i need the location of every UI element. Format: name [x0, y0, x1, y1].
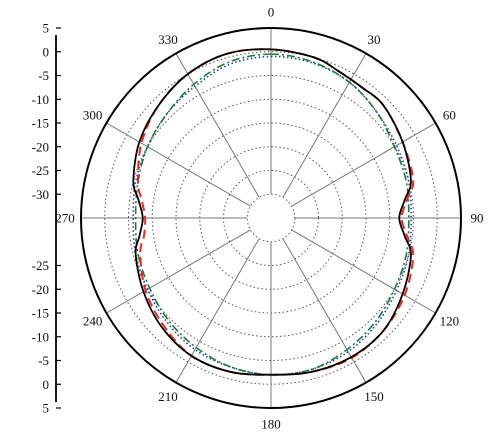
angle-tick-label: 210 [158, 389, 178, 404]
angle-tick-label: 0 [268, 5, 275, 20]
angle-tick-label: 30 [368, 32, 381, 47]
angle-tick-label: 120 [440, 314, 460, 329]
angular-gridline [106, 229, 251, 314]
radial-tick-label: 0 [43, 44, 50, 59]
radial-tick-label: -10 [32, 92, 49, 107]
radial-tick-label: 5 [43, 21, 50, 36]
outer-ring [80, 27, 462, 409]
angle-tick-label: 60 [443, 108, 456, 123]
radial-tick-label: -25 [32, 163, 49, 178]
angle-tick-label: 240 [83, 314, 103, 329]
radial-axis: 5 0 -5 -10 -15 -20 -25 -30 -25 -20 -15 -10 -5 0 5 [32, 21, 61, 416]
polar-frame [80, 27, 462, 409]
radial-tick-label: -15 [32, 306, 49, 321]
radial-tick-label: 0 [43, 377, 50, 392]
angular-gridline [282, 238, 367, 383]
angle-tick-label: 180 [261, 417, 281, 432]
radial-tick-label: -25 [32, 258, 49, 273]
angular-gridline [282, 53, 367, 198]
angle-tick-label: 270 [55, 211, 75, 226]
series-line-solid [132, 48, 412, 376]
angular-gridline [175, 53, 260, 198]
radial-tick-label: -10 [32, 329, 49, 344]
angle-tick-label: 330 [158, 32, 178, 47]
angular-gridline [175, 238, 260, 383]
angle-labels: 0 30 60 90 120 150 180 210 240 270 300 330 [55, 5, 483, 432]
angular-gridline [291, 229, 436, 314]
polar-grid [81, 28, 461, 408]
angular-gridline [106, 122, 251, 207]
radial-gridline [246, 193, 296, 243]
radial-tick-label: -15 [32, 116, 49, 131]
angle-tick-label: 90 [471, 211, 484, 226]
angular-gridline [291, 122, 436, 207]
angle-tick-label: 300 [83, 108, 103, 123]
radial-tick-label: -5 [38, 68, 49, 83]
angle-tick-label: 150 [364, 389, 384, 404]
series-layer [132, 48, 415, 376]
radial-tick-label: 5 [43, 401, 50, 416]
radial-tick-label: -20 [32, 139, 49, 154]
radial-tick-label: -30 [32, 187, 49, 202]
radial-tick-label: -5 [38, 353, 49, 368]
radial-tick-label: -20 [32, 282, 49, 297]
